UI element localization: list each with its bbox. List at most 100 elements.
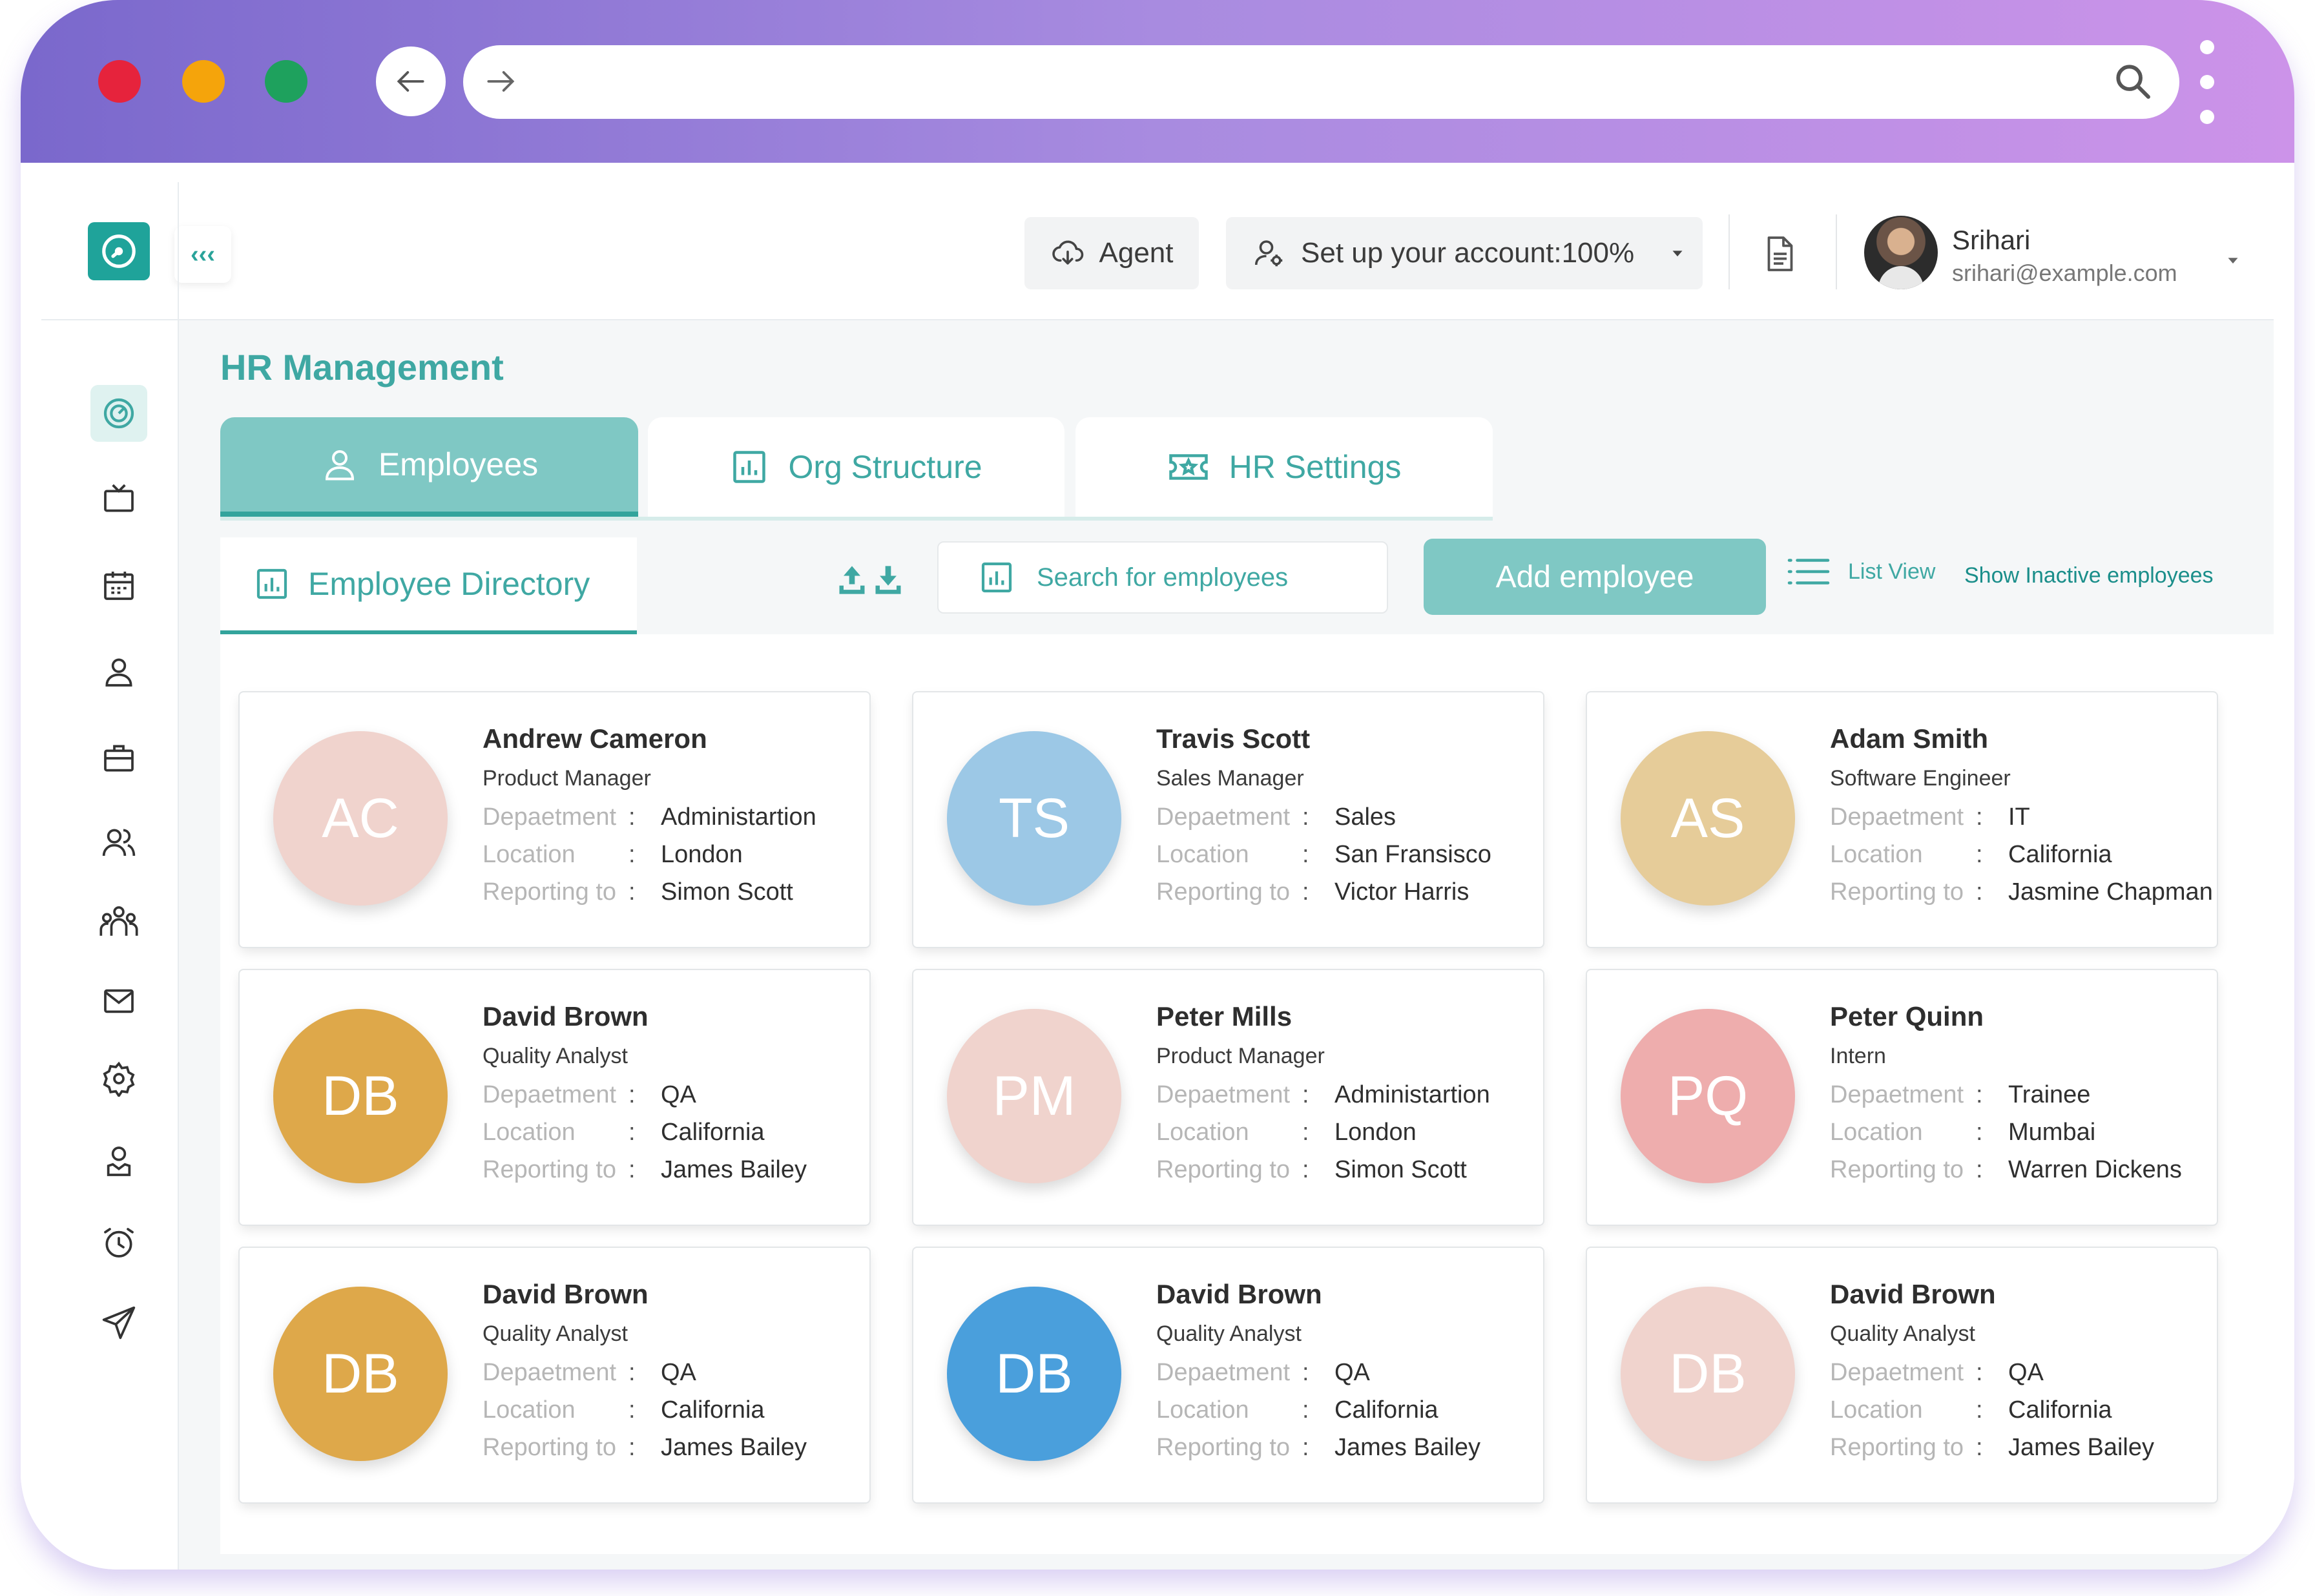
upload-icon[interactable] (835, 563, 869, 597)
employee-card[interactable]: PM Peter Mills Product Manager Depaetmen… (913, 970, 1543, 1225)
reporting-row: Reporting to: Simon Scott (483, 878, 793, 906)
employee-card[interactable]: AC Andrew Cameron Product Manager Depaet… (240, 692, 869, 947)
field-separator: : (1976, 878, 1983, 906)
location-value: London (661, 841, 743, 868)
employee-card[interactable]: TS Travis Scott Sales Manager Depaetment… (913, 692, 1543, 947)
download-icon[interactable] (871, 563, 905, 597)
department-row: Depaetment: Trainee (1830, 1081, 2090, 1109)
agent-button[interactable]: Agent (1024, 217, 1199, 289)
department-row: Depaetment: QA (483, 1359, 696, 1387)
close-window-button[interactable] (98, 60, 141, 103)
employee-avatar: DB (1621, 1287, 1795, 1461)
user-menu-caret-icon[interactable] (2223, 251, 2243, 273)
location-value: San Fransisco (1334, 841, 1491, 868)
maximize-window-button[interactable] (265, 60, 307, 103)
collapse-sidebar-button[interactable]: ‹‹‹ (174, 226, 231, 283)
sidebar-item-alarms[interactable] (90, 1214, 147, 1271)
employee-avatar: DB (273, 1287, 448, 1461)
employee-role: Quality Analyst (483, 1321, 628, 1346)
sidebar-item-user[interactable] (90, 643, 147, 700)
tab-hr-settings[interactable]: HR Settings (1075, 417, 1493, 517)
sidebar-item-dashboard[interactable] (90, 385, 147, 442)
department-value: Administartion (661, 803, 816, 831)
field-separator: : (628, 1081, 636, 1108)
address-bar[interactable] (463, 45, 2179, 119)
employee-avatar: AS (1621, 731, 1795, 906)
tab-org-structure[interactable]: Org Structure (648, 417, 1064, 517)
sidebar-item-settings[interactable] (90, 1050, 147, 1107)
location-value: Mumbai (2008, 1119, 2096, 1146)
search-input[interactable]: Search for employees (937, 541, 1388, 614)
employee-role: Intern (1830, 1044, 1886, 1068)
department-row: Depaetment: QA (1830, 1359, 2044, 1387)
bar-chart-icon (256, 568, 287, 599)
add-employee-button[interactable]: Add employee (1424, 539, 1766, 615)
employee-card[interactable]: DB David Brown Quality Analyst Depaetmen… (1587, 1248, 2217, 1502)
setup-account-button[interactable]: Set up your account:100% (1226, 217, 1703, 289)
bar-chart-icon (733, 451, 766, 483)
employee-card[interactable]: DB David Brown Quality Analyst Depaetmen… (240, 970, 869, 1225)
app-container: ‹‹‹ Agent Set up your account:100% Sriha… (21, 163, 2294, 1570)
field-label: Location (483, 1396, 576, 1424)
app-logo[interactable] (88, 222, 150, 280)
location-row: Location: London (1156, 1119, 1417, 1146)
show-inactive-link[interactable]: Show Inactive employees (1964, 563, 2214, 588)
location-value: California (2008, 841, 2112, 868)
sidebar-item-screens[interactable] (90, 470, 147, 527)
department-row: Depaetment: Administartion (1156, 1081, 1490, 1109)
employee-card-grid: AC Andrew Cameron Product Manager Depaet… (220, 634, 2284, 1554)
field-separator: : (1302, 841, 1309, 868)
reporting-value: James Bailey (661, 1434, 807, 1461)
tv-icon (104, 484, 134, 512)
field-separator: : (1976, 1081, 1983, 1108)
sidebar-item-mail[interactable] (90, 973, 147, 1030)
sidebar-item-team[interactable] (90, 894, 147, 951)
team-icon (99, 906, 138, 936)
employee-card[interactable]: AS Adam Smith Software Engineer Depaetme… (1587, 692, 2217, 947)
reporting-row: Reporting to: Warren Dickens (1830, 1156, 2182, 1184)
employee-role: Product Manager (483, 766, 651, 791)
directory-toolbar: Employee Directory Search for employees … (220, 537, 2274, 634)
sidebar-item-users[interactable] (90, 814, 147, 871)
field-separator: : (1302, 1081, 1309, 1108)
cloud-download-icon (1052, 240, 1083, 265)
location-row: Location: California (483, 1396, 765, 1424)
location-row: Location: California (1830, 841, 2112, 869)
field-label: Depaetment (1830, 1081, 1964, 1108)
field-label: Location (1156, 1396, 1249, 1424)
list-view-toggle[interactable]: List View (1786, 555, 1935, 588)
tabs-underline (220, 517, 1493, 521)
employee-card[interactable]: DB David Brown Quality Analyst Depaetmen… (913, 1248, 1543, 1502)
employee-card[interactable]: DB David Brown Quality Analyst Depaetmen… (240, 1248, 869, 1502)
sidebar-item-calendar[interactable] (90, 557, 147, 614)
sidebar-item-profile[interactable] (90, 1133, 147, 1190)
employee-avatar: AC (273, 731, 448, 906)
tab-employees[interactable]: Employees (220, 417, 638, 517)
minimize-window-button[interactable] (182, 60, 225, 103)
field-separator: : (1302, 1434, 1309, 1461)
location-row: Location: San Fransisco (1156, 841, 1491, 869)
sidebar-item-projects[interactable] (90, 730, 147, 787)
field-separator: : (1976, 841, 1983, 868)
send-icon (102, 1306, 136, 1340)
field-label: Depaetment (1830, 1359, 1964, 1386)
employee-directory-tab[interactable]: Employee Directory (220, 537, 637, 634)
alarm-icon (104, 1228, 134, 1258)
employee-role: Quality Analyst (1830, 1321, 1975, 1346)
employee-card[interactable]: PQ Peter Quinn Intern Depaetment: Trainee… (1587, 970, 2217, 1225)
settings-icon (103, 1061, 135, 1097)
document-icon[interactable] (1761, 233, 1800, 278)
sidebar-item-send[interactable] (90, 1294, 147, 1351)
reporting-value: Victor Harris (1334, 878, 1469, 906)
back-button[interactable] (376, 47, 446, 116)
header-divider (1836, 214, 1837, 289)
field-label: Reporting to (483, 878, 617, 906)
avatar[interactable] (1864, 216, 1938, 289)
field-separator: : (628, 803, 636, 831)
browser-menu-icon[interactable] (2200, 40, 2216, 124)
employee-avatar: TS (947, 731, 1121, 906)
tab-label: Org Structure (788, 449, 982, 485)
user-icon (325, 450, 354, 481)
forward-button[interactable] (483, 63, 519, 103)
search-icon[interactable] (2112, 61, 2154, 105)
